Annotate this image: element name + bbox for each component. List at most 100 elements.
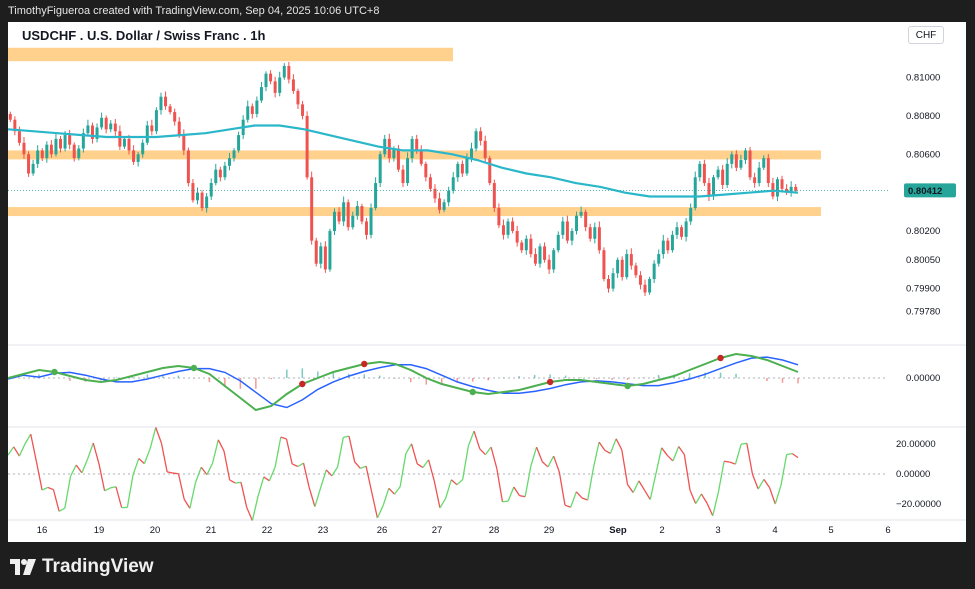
chart-frame[interactable]: 0.81000 0.80800 0.80600 0.80200 0.80050 0.799… xyxy=(8,22,966,542)
candle-body xyxy=(86,125,90,134)
osc-segment xyxy=(257,476,265,497)
candle-body xyxy=(378,154,382,184)
osc-segment xyxy=(530,446,538,467)
osc-segment xyxy=(314,487,322,507)
candle-body xyxy=(13,119,17,132)
tradingview-logo[interactable]: TradingView xyxy=(10,556,154,578)
candle-body xyxy=(488,158,492,184)
candle-body xyxy=(100,117,104,128)
candle-body xyxy=(725,163,729,185)
time-tick-label: 22 xyxy=(262,525,273,536)
candle-body xyxy=(515,231,519,243)
price-axis[interactable]: 0.81000 0.80800 0.80600 0.80200 0.80050 0.799… xyxy=(896,73,956,510)
time-tick-label: 23 xyxy=(318,525,329,536)
osc-segment xyxy=(445,479,452,499)
osc-segment xyxy=(92,442,100,464)
footer-bar: TradingView xyxy=(0,542,975,589)
candle-body xyxy=(168,106,172,113)
candle-body xyxy=(191,183,195,201)
osc-segment xyxy=(308,487,316,507)
candle-body xyxy=(419,150,423,164)
osc-segment xyxy=(661,447,668,456)
candle-body xyxy=(620,259,624,278)
macd-main-path xyxy=(8,352,799,412)
osc-segment xyxy=(98,463,106,491)
osc-segment xyxy=(439,498,447,509)
price-tick-label: 0.80200 xyxy=(906,226,940,237)
time-tick-label: 19 xyxy=(94,525,105,536)
candle-body xyxy=(342,202,346,222)
time-tick-label: 28 xyxy=(489,525,500,536)
osc-segment xyxy=(768,487,776,505)
osc-segment xyxy=(456,479,464,486)
osc-segment xyxy=(183,498,191,509)
candle-body xyxy=(638,275,642,285)
osc-segment xyxy=(763,478,771,489)
candle-body xyxy=(333,211,337,232)
candle-body xyxy=(606,279,610,289)
price-tick-label: 0.80050 xyxy=(906,255,940,266)
osc-segment xyxy=(757,479,765,490)
time-tick-label: 5 xyxy=(828,525,833,536)
osc-segment xyxy=(47,486,54,491)
osc-segment xyxy=(393,486,401,495)
last-price-label: 0.80412 xyxy=(908,186,942,197)
osc-segment xyxy=(172,472,179,475)
candle-body xyxy=(164,96,168,107)
osc-segment xyxy=(507,486,515,502)
candle-body xyxy=(232,150,236,159)
candle-body xyxy=(734,154,738,168)
candle-body xyxy=(369,208,373,235)
time-tick-label: 27 xyxy=(432,525,443,536)
candle-body xyxy=(680,227,684,237)
osc-segment xyxy=(177,473,185,500)
candle-body xyxy=(775,179,779,197)
time-axis[interactable]: 16 19 20 21 22 23 26 27 28 29 Sep 2 3 4 5 6 xyxy=(37,525,891,536)
candle-body xyxy=(602,250,606,280)
candle-body xyxy=(748,150,752,178)
osc-segment xyxy=(649,473,657,500)
candle-body xyxy=(154,110,158,132)
currency-button[interactable]: CHF xyxy=(908,26,944,44)
candle-body xyxy=(565,221,569,241)
osc-segment xyxy=(126,474,134,508)
osc-segment xyxy=(24,433,32,445)
osc-segment xyxy=(581,497,588,501)
osc-segment xyxy=(354,461,361,469)
candle-body xyxy=(173,112,177,122)
candle-body xyxy=(584,211,588,228)
candle-body xyxy=(246,106,250,120)
candle-body xyxy=(45,144,49,159)
osc-segment xyxy=(473,430,481,450)
osc-segment xyxy=(8,446,15,456)
osc-segment xyxy=(399,453,407,487)
candle-body xyxy=(511,221,515,232)
osc-segment xyxy=(194,467,202,483)
candle-body xyxy=(205,196,209,209)
candle-body xyxy=(287,65,291,80)
candle-body xyxy=(186,150,190,184)
candle-body xyxy=(214,169,218,184)
candle-body xyxy=(433,188,437,199)
osc-segment xyxy=(81,458,89,474)
candles xyxy=(8,61,798,296)
macd-tick-label: 0.00000 xyxy=(906,373,940,384)
osc-segment xyxy=(570,491,577,508)
osc-segment xyxy=(592,441,600,469)
chart-canvas[interactable]: 0.81000 0.80800 0.80600 0.80200 0.80050 0.799… xyxy=(8,22,966,542)
osc-segment xyxy=(678,446,685,455)
osc-segment xyxy=(223,450,231,481)
osc-segment xyxy=(746,443,754,475)
candle-body xyxy=(127,138,131,151)
osc-segment xyxy=(695,493,702,504)
candle-body xyxy=(469,148,473,159)
candle-body xyxy=(22,142,26,155)
candle-body xyxy=(643,284,647,293)
candle-body xyxy=(396,148,400,170)
candle-body xyxy=(36,150,40,164)
osc-segment xyxy=(479,448,486,456)
candle-body xyxy=(328,231,332,270)
candle-body xyxy=(675,227,679,235)
osc-segment xyxy=(297,462,304,468)
osc-segment xyxy=(427,459,435,482)
